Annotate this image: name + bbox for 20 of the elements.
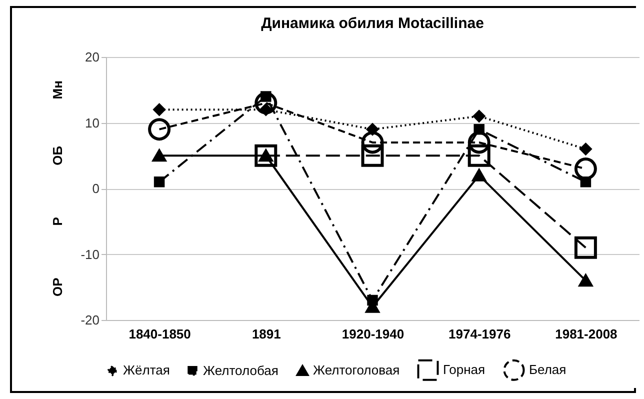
legend-label: Желтоголовая xyxy=(313,362,400,378)
x-tick-label: 1891 xyxy=(252,326,281,342)
x-tick-label: 1840-1850 xyxy=(128,326,191,342)
legend-label: Белая xyxy=(529,362,566,378)
y-tick-label: -10 xyxy=(80,246,100,262)
text: ОР xyxy=(50,277,65,297)
x-tick-label: 1920-1940 xyxy=(342,326,404,342)
y-tick-label: -20 xyxy=(80,312,100,328)
y-tick-label: 0 xyxy=(92,181,100,196)
chart-title: Динамика обилия Motacillinae xyxy=(261,15,484,32)
y-tick-label: 10 xyxy=(85,115,100,130)
y-tick-label: 20 xyxy=(85,50,100,64)
text: Мн xyxy=(50,80,65,100)
x-tick-label: 1974-1976 xyxy=(448,326,511,342)
legend-label: Жёлтая xyxy=(123,362,170,378)
x-tick-label: 1981-2008 xyxy=(555,326,618,342)
legend-label: Горная xyxy=(443,362,486,378)
text: Р xyxy=(50,216,65,226)
text: ОБ xyxy=(50,146,65,166)
legend-label: Желтолобая xyxy=(203,362,278,378)
